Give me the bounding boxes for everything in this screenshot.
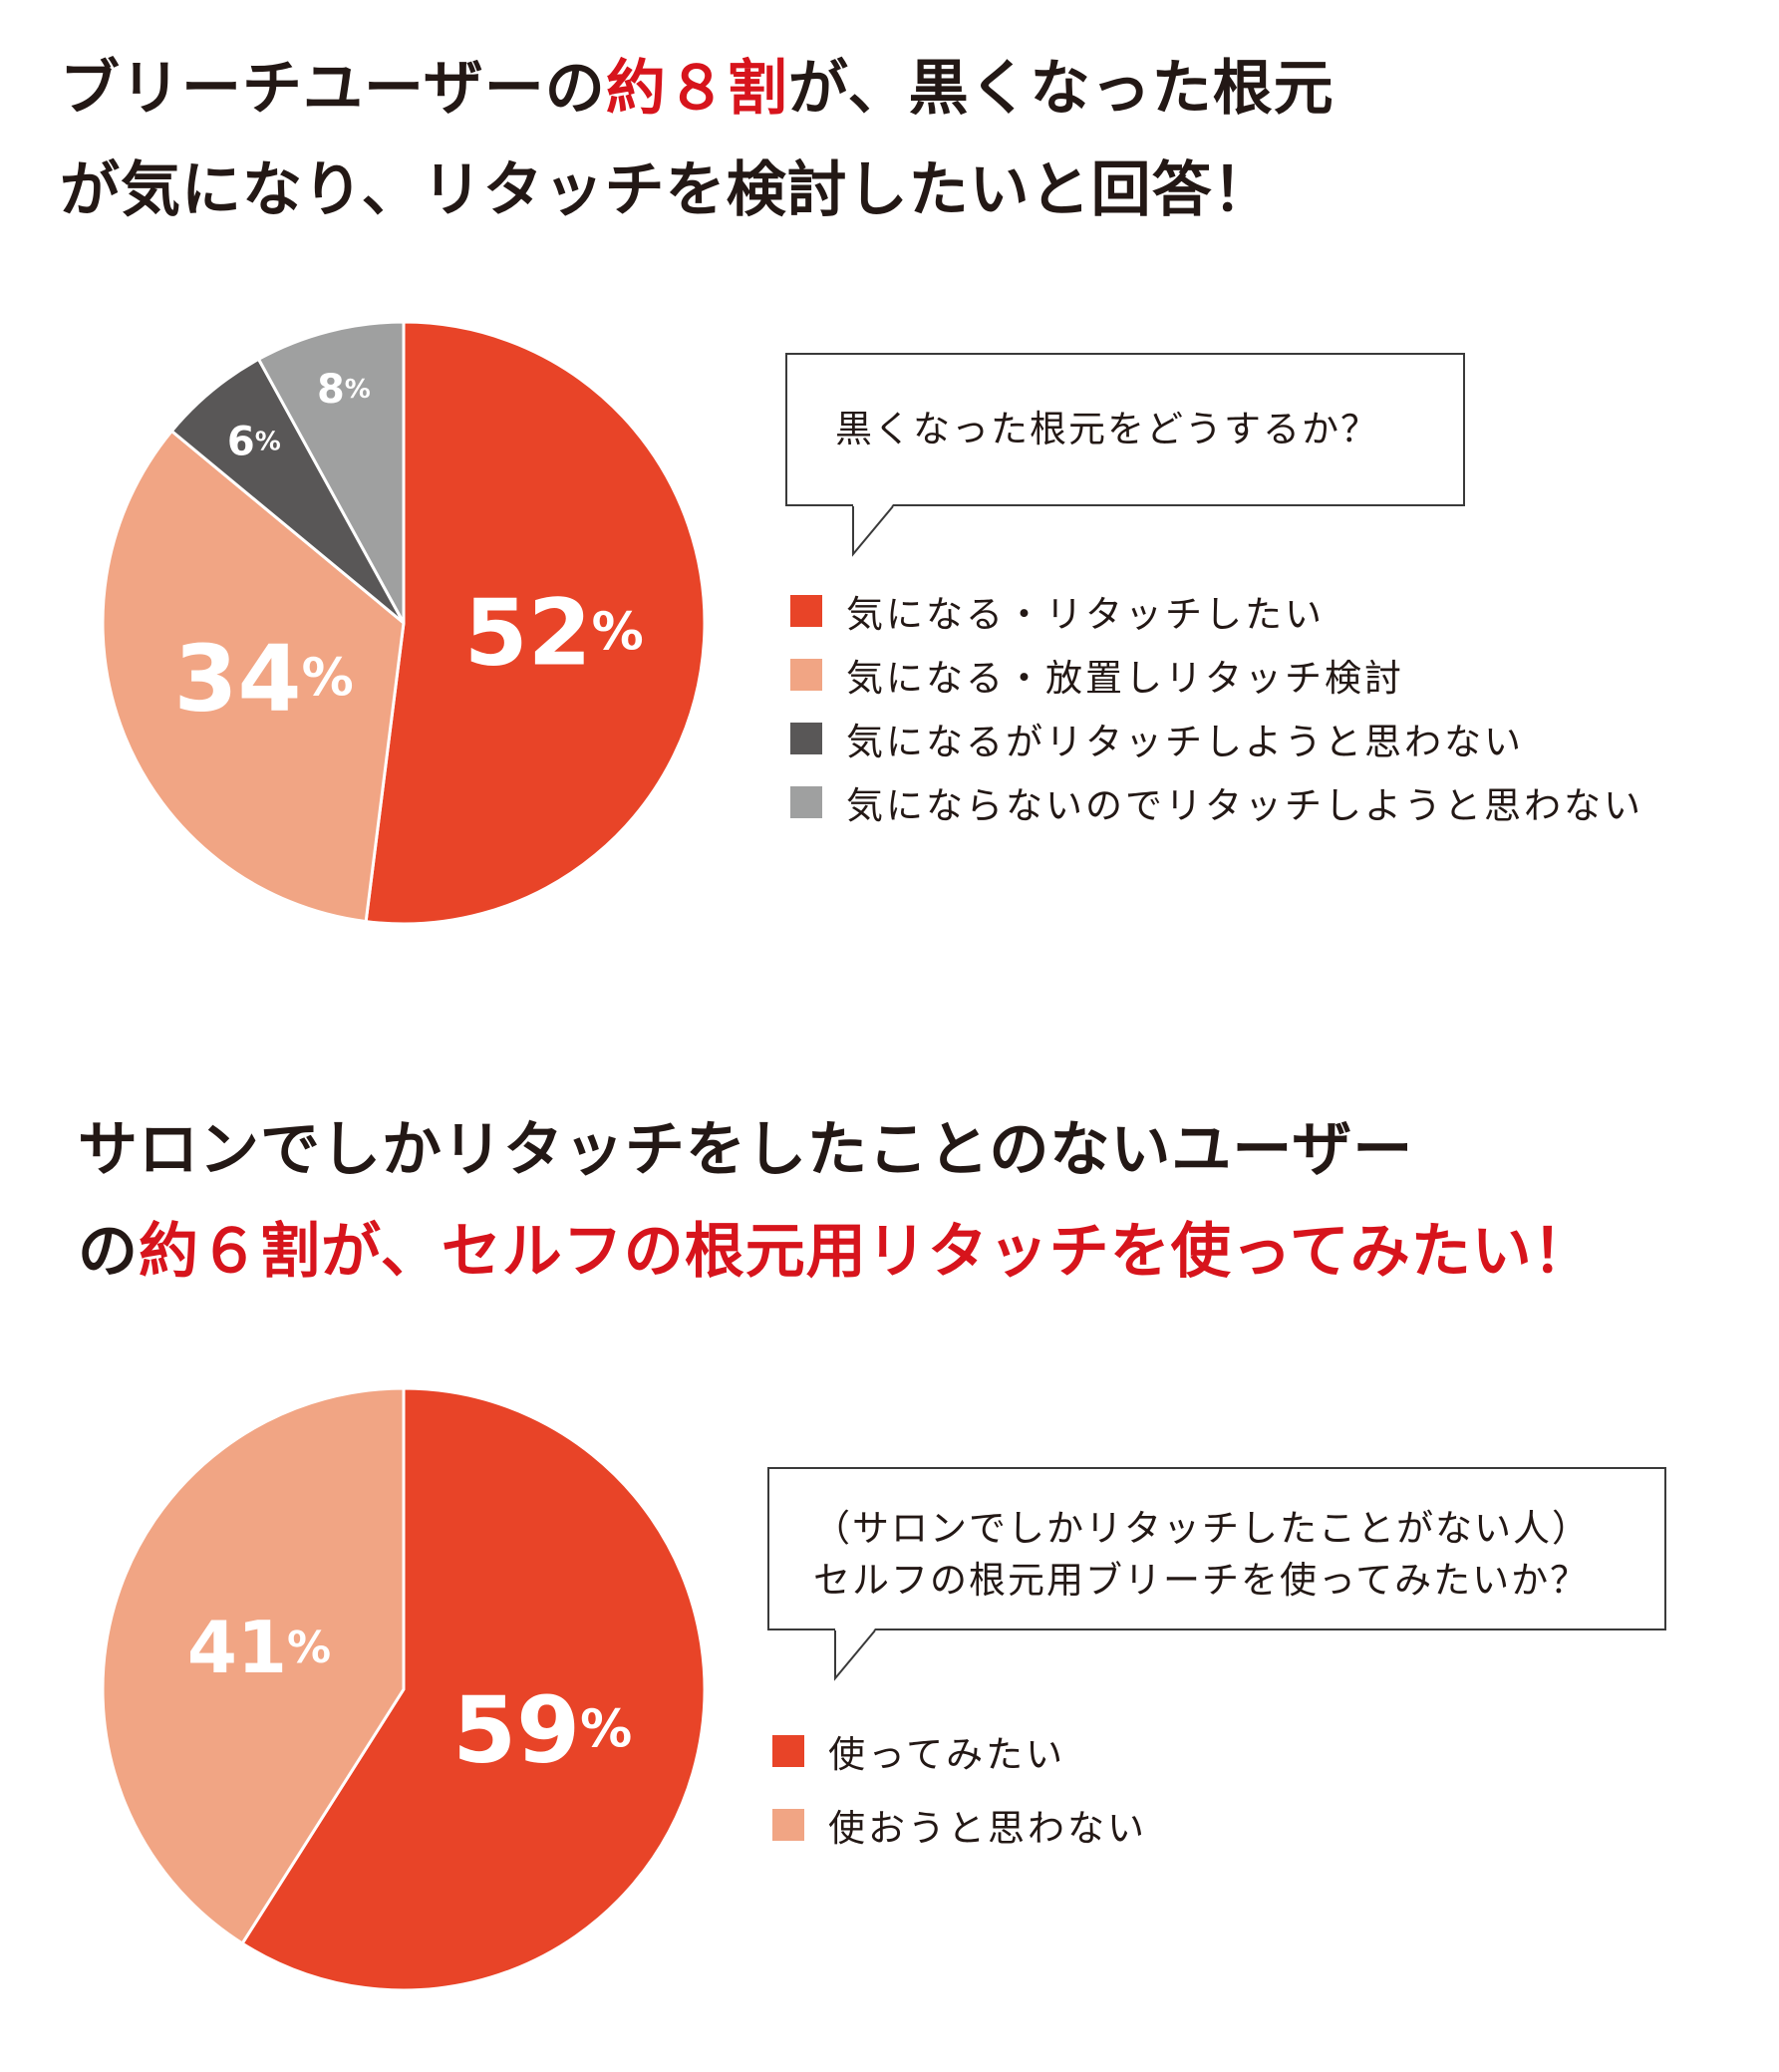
legend-swatch bbox=[772, 1809, 804, 1841]
bubble-tail bbox=[852, 504, 894, 557]
question-bubble-2: （サロンでしかリタッチしたことがない人） セルフの根元用ブリーチを使ってみたいか… bbox=[767, 1467, 1666, 1681]
question-text-2: （サロンでしかリタッチしたことがない人） セルフの根元用ブリーチを使ってみたいか… bbox=[767, 1467, 1666, 1630]
pie-slice bbox=[364, 320, 707, 926]
question-text-2-line1: （サロンでしかリタッチしたことがない人） bbox=[813, 1507, 1591, 1550]
legend-2: 使ってみたい使おうと思わない bbox=[772, 1714, 1147, 1862]
legend-item: 気になる・リタッチしたい bbox=[790, 579, 1643, 643]
headline-section1: ブリーチユーザーの約８割が、黒くなった根元 が気になり、リタッチを検討したいと回… bbox=[60, 38, 1334, 241]
headline-section2-line2: の約６割が、セルフの根元用リタッチを使ってみたい！ bbox=[78, 1201, 1594, 1303]
legend-item: 気にならないのでリタッチしようと思わない bbox=[790, 770, 1643, 834]
legend-item: 使ってみたい bbox=[772, 1714, 1147, 1788]
headline-text: の bbox=[78, 1217, 139, 1287]
headline-text: ブリーチユーザーの bbox=[60, 54, 606, 124]
pie-slice bbox=[101, 429, 406, 924]
legend-label: 気になる・放置しリタッチ検討 bbox=[846, 657, 1404, 700]
legend-label: 気になる・リタッチしたい bbox=[846, 593, 1325, 636]
question-bubble-1: 黒くなった根元をどうするか？ bbox=[785, 353, 1465, 557]
pie-slice bbox=[101, 1386, 406, 1945]
headline-section1-line1: ブリーチユーザーの約８割が、黒くなった根元 bbox=[60, 38, 1334, 140]
legend-label: 使ってみたい bbox=[828, 1733, 1066, 1776]
legend-item: 使おうと思わない bbox=[772, 1788, 1147, 1862]
headline-section1-line2: が気になり、リタッチを検討したいと回答！ bbox=[60, 155, 1274, 225]
legend-label: 使おうと思わない bbox=[828, 1807, 1147, 1850]
pie-slice bbox=[257, 320, 406, 625]
question-text-1: 黒くなった根元をどうするか？ bbox=[785, 353, 1465, 506]
pie-slice-label: 59% bbox=[452, 1676, 632, 1783]
legend-swatch bbox=[790, 723, 822, 754]
legend-label: 気にならないのでリタッチしようと思わない bbox=[846, 784, 1643, 827]
pie-slice-label: 6% bbox=[227, 419, 281, 464]
legend-swatch bbox=[790, 595, 822, 627]
bubble-tail bbox=[834, 1628, 876, 1681]
headline-section2: サロンでしかリタッチをしたことのないユーザー の約６割が、セルフの根元用リタッチ… bbox=[78, 1099, 1594, 1303]
legend-item: 気になるがリタッチしようと思わない bbox=[790, 707, 1643, 770]
legend-1: 気になる・リタッチしたい気になる・放置しリタッチ検討気になるがリタッチしようと思… bbox=[790, 579, 1643, 834]
legend-label: 気になるがリタッチしようと思わない bbox=[846, 721, 1524, 763]
headline-highlight: 約６割が、セルフの根元用リタッチを使ってみたい！ bbox=[139, 1217, 1594, 1287]
pie-slice-label: 52% bbox=[464, 579, 644, 686]
question-text-2-line2: セルフの根元用ブリーチを使ってみたいか？ bbox=[813, 1559, 1590, 1602]
legend-swatch bbox=[790, 786, 822, 818]
legend-item: 気になる・放置しリタッチ検討 bbox=[790, 643, 1643, 707]
legend-swatch bbox=[772, 1735, 804, 1767]
pie-slice-label: 8% bbox=[317, 367, 371, 413]
headline-text: が、黒くなった根元 bbox=[787, 54, 1334, 124]
headline-section2-line1: サロンでしかリタッチをしたことのないユーザー bbox=[78, 1115, 1414, 1185]
pie-slice-label: 41% bbox=[187, 1606, 331, 1689]
headline-highlight: 約８割 bbox=[605, 54, 788, 124]
pie-chart-2: 59% 41% bbox=[101, 1386, 707, 1992]
legend-swatch bbox=[790, 659, 822, 691]
pie-slice bbox=[240, 1386, 707, 1992]
pie-chart-1: 52% 34% 6% 8% bbox=[101, 320, 707, 926]
pie-slice-label: 34% bbox=[174, 625, 354, 732]
